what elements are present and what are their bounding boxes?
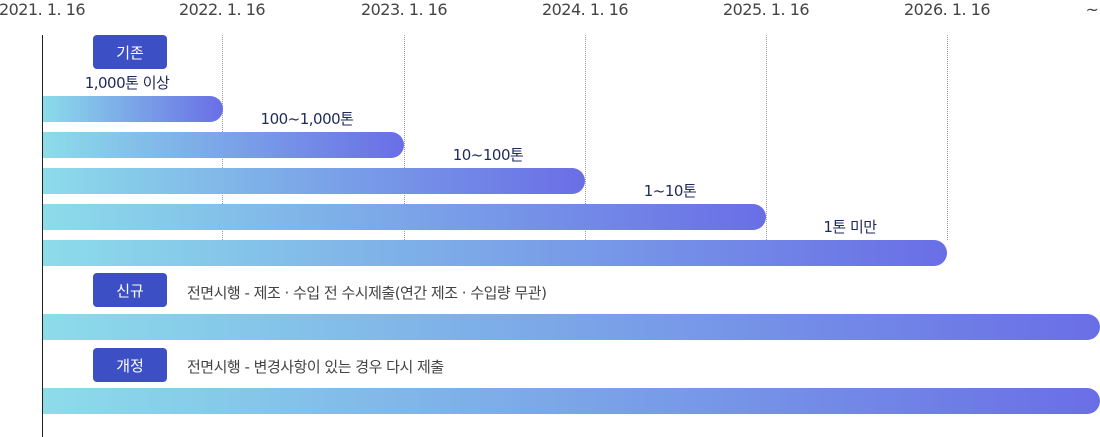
time-axis [42, 35, 43, 437]
new-description: 전면시행 - 제조 · 수입 전 수시제출(연간 제조 · 수입량 무관) [187, 284, 547, 302]
tier-bar [43, 204, 766, 230]
year-label: 2022. 1. 16 [178, 0, 266, 19]
new-bar [43, 314, 1100, 340]
year-label: 2025. 1. 16 [722, 0, 810, 19]
badge-new: 신규 [93, 273, 167, 307]
revised-description: 전면시행 - 변경사항이 있는 경우 다시 제출 [187, 358, 444, 376]
tier-bar [43, 240, 947, 266]
gridline [585, 35, 586, 240]
badge-existing: 기존 [93, 35, 167, 69]
year-label: 2023. 1. 16 [360, 0, 448, 19]
tier-label: 1,000톤 이상 [84, 74, 170, 92]
gridline [404, 35, 405, 240]
year-label: 2021. 1. 16 [0, 0, 86, 19]
year-label: ~ [1085, 0, 1099, 19]
revised-bar [43, 388, 1100, 414]
year-label: 2026. 1. 16 [903, 0, 991, 19]
tier-label: 100~1,000톤 [260, 110, 354, 128]
badge-revised: 개정 [93, 348, 167, 382]
tier-bar [43, 168, 585, 194]
gridline [947, 35, 948, 240]
tier-label: 1~10톤 [643, 182, 697, 200]
tier-bar [43, 96, 223, 122]
year-label: 2024. 1. 16 [541, 0, 629, 19]
gridline [766, 35, 767, 240]
tier-bar [43, 132, 404, 158]
tier-label: 10~100톤 [452, 146, 524, 164]
tier-label: 1톤 미만 [823, 218, 877, 236]
